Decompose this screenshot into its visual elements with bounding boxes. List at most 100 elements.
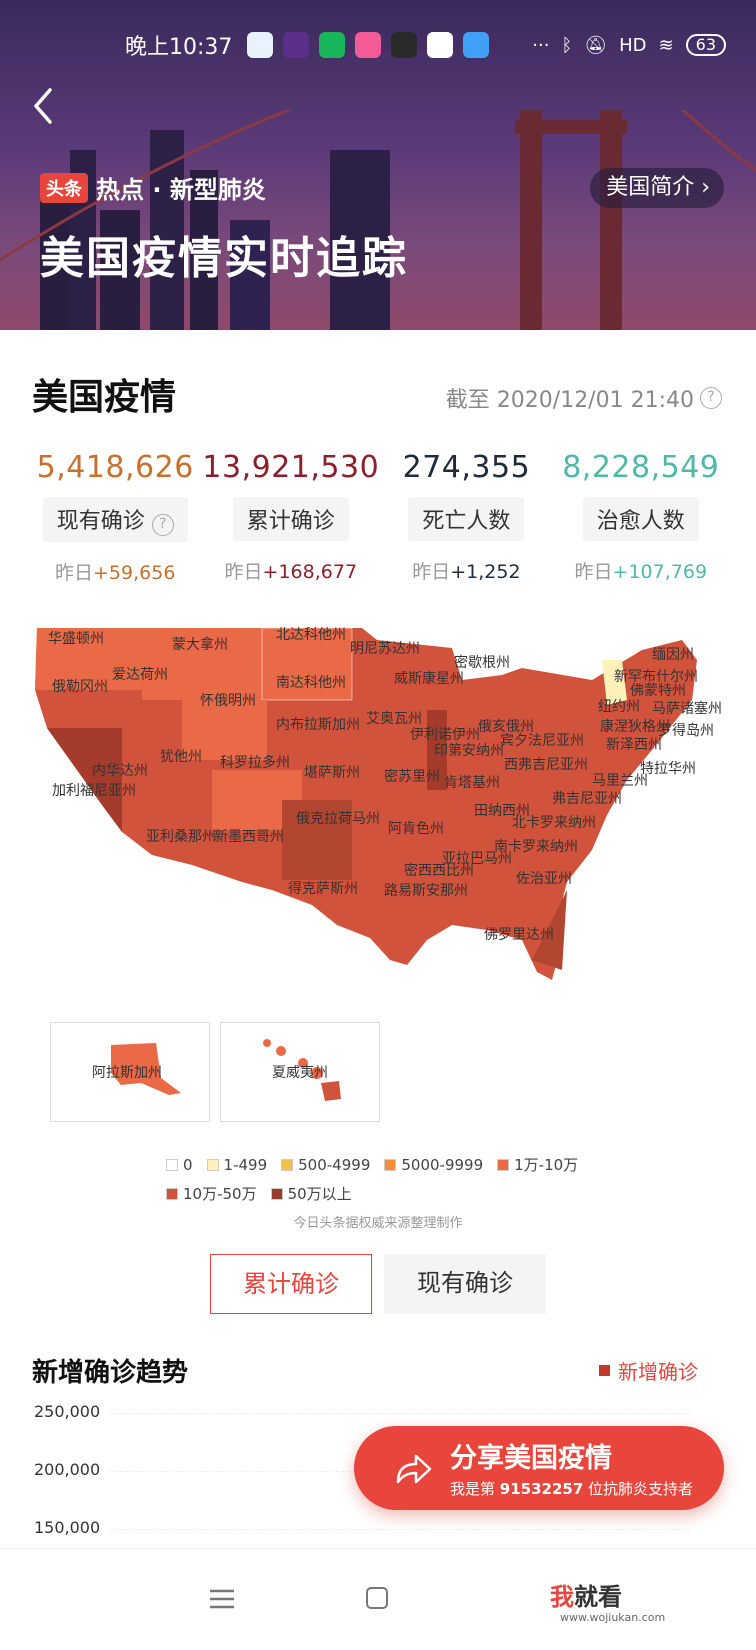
help-icon[interactable]: ? bbox=[700, 387, 722, 409]
state-label: 佛蒙特州 bbox=[630, 683, 686, 699]
hero-title: 美国疫情实时追踪 bbox=[40, 233, 408, 284]
app-icon bbox=[319, 32, 346, 58]
menu-icon[interactable] bbox=[210, 1589, 234, 1609]
system-nav-bar: 我就看 www.wojiukan.com bbox=[0, 1548, 756, 1638]
trend-title: 新增确诊趋势 bbox=[32, 1358, 189, 1388]
stat-deaths: 274,355 死亡人数 昨日+1,252 bbox=[379, 450, 553, 585]
state-label: 新墨西哥州 bbox=[214, 829, 284, 845]
legend-item: 1-499 bbox=[206, 1154, 268, 1175]
country-intro-button[interactable]: 美国简介 › bbox=[590, 168, 724, 208]
state-label: 得克萨斯州 bbox=[288, 881, 358, 897]
state-label: 伊利诺伊州 bbox=[410, 727, 480, 743]
stat-value: 8,228,549 bbox=[562, 450, 720, 485]
alaska-shape bbox=[111, 1043, 181, 1095]
watermark-logo: 我就看 bbox=[550, 1583, 622, 1611]
state-label: 亚利桑那州 bbox=[146, 829, 216, 845]
state-label: 密西西比州 bbox=[404, 863, 474, 879]
state-label: 印第安纳州 bbox=[434, 743, 504, 759]
share-icon bbox=[396, 1454, 432, 1484]
state-label: 西弗吉尼亚州 bbox=[504, 757, 588, 773]
state-label: 艾奥瓦州 bbox=[366, 711, 422, 727]
stat-current-confirmed: 5,418,626 现有确诊 ? 昨日+59,656 bbox=[28, 450, 202, 585]
state-label: 密歇根州 bbox=[454, 655, 510, 671]
legend-label: 500-4999 bbox=[298, 1155, 371, 1174]
app-icon bbox=[283, 32, 310, 58]
state-label: 北卡罗来纳州 bbox=[512, 815, 596, 831]
state-label: 北达科他州 bbox=[276, 627, 346, 643]
home-icon[interactable] bbox=[366, 1587, 388, 1609]
trend-legend-label: 新增确诊 bbox=[618, 1360, 698, 1384]
share-button[interactable]: 分享美国疫情 我是第 91532257 位抗肺炎支持者 bbox=[354, 1426, 724, 1510]
state-label: 俄亥俄州 bbox=[478, 719, 534, 735]
stat-label: 现有确诊 ? bbox=[42, 497, 188, 542]
us-map[interactable] bbox=[32, 620, 732, 1020]
app-icon bbox=[247, 32, 274, 58]
legend-row: 10万-50万 50万以上 bbox=[166, 1183, 626, 1204]
state-label: 加利福尼亚州 bbox=[52, 783, 136, 799]
back-arrow-icon[interactable] bbox=[30, 86, 60, 126]
state-label: 康涅狄格州 bbox=[600, 719, 670, 735]
state-label: 罗得岛州 bbox=[658, 723, 714, 739]
state-label: 田纳西州 bbox=[474, 803, 530, 819]
hawaii-inset[interactable] bbox=[220, 1022, 380, 1122]
state-label: 阿肯色州 bbox=[388, 821, 444, 837]
tab-current-confirmed[interactable]: 现有确诊 bbox=[384, 1254, 546, 1314]
state-label: 爱达荷州 bbox=[112, 667, 168, 683]
us-map-shape bbox=[35, 627, 697, 980]
stat-yesterday: 昨日+59,656 bbox=[54, 562, 176, 584]
legend-swatch bbox=[384, 1158, 397, 1171]
state-label: 明尼苏达州 bbox=[350, 641, 420, 657]
hawaii-shape bbox=[263, 1039, 341, 1101]
legend-swatch bbox=[166, 1187, 178, 1200]
app-icon bbox=[355, 32, 382, 58]
state-label: 特拉华州 bbox=[640, 761, 696, 777]
state-label: 怀俄明州 bbox=[200, 693, 256, 709]
app-icon bbox=[463, 32, 490, 58]
gridline bbox=[110, 1529, 690, 1530]
legend-item: 5000-9999 bbox=[384, 1154, 483, 1175]
legend-label: 1万-10万 bbox=[514, 1156, 579, 1174]
stat-yesterday: 昨日+168,677 bbox=[224, 561, 358, 583]
legend-label: 5000-9999 bbox=[401, 1155, 484, 1174]
more-icon: ··· bbox=[532, 34, 550, 56]
map-legend: 0 1-499 500-4999 5000-9999 1万-10万 10万-50万 50万… bbox=[166, 1154, 626, 1212]
stat-value: 5,418,626 bbox=[36, 450, 194, 485]
toutiao-logo: 头条 bbox=[40, 172, 88, 203]
battery-indicator: 63 bbox=[685, 34, 726, 56]
city-skyline-image bbox=[0, 110, 756, 330]
topic-tag: 头条 热点 · 新型肺炎 bbox=[40, 170, 266, 205]
state-label: 马里兰州 bbox=[592, 773, 648, 789]
state-label: 马萨诸塞州 bbox=[652, 701, 722, 717]
help-icon[interactable]: ? bbox=[151, 514, 174, 536]
section-title: 美国疫情 bbox=[32, 377, 177, 418]
state-label: 佐治亚州 bbox=[516, 871, 572, 887]
legend-swatch bbox=[497, 1158, 510, 1171]
state-label: 科罗拉多州 bbox=[220, 755, 290, 771]
legend-label: 10万-50万 bbox=[183, 1185, 257, 1203]
y-tick-label: 150,000 bbox=[34, 1518, 101, 1537]
state-label: 威斯康星州 bbox=[394, 671, 464, 687]
app-icon bbox=[391, 32, 418, 58]
legend-item: 50万以上 bbox=[270, 1183, 352, 1204]
alaska-inset[interactable] bbox=[50, 1022, 210, 1122]
network-label: HD bbox=[619, 34, 647, 56]
state-label: 新泽西州 bbox=[606, 737, 662, 753]
bluetooth-icon: ᛒ bbox=[561, 34, 573, 56]
state-label: 纽约州 bbox=[598, 699, 640, 715]
legend-swatch bbox=[599, 1365, 610, 1376]
state-label: 俄勒冈州 bbox=[52, 679, 108, 695]
as-of-timestamp: 截至 2020/12/01 21:40 ? bbox=[446, 382, 722, 414]
share-title: 分享美国疫情 bbox=[450, 1443, 612, 1474]
watermark-url: www.wojiukan.com bbox=[560, 1611, 666, 1624]
state-label: 华盛顿州 bbox=[48, 631, 104, 647]
inset-label: 阿拉斯加州 bbox=[92, 1065, 162, 1081]
legend-item: 1万-10万 bbox=[497, 1154, 578, 1175]
status-bar: 晚上10:37 ··· ᛒ 🔕︎ HD ≋ 63 bbox=[125, 28, 726, 62]
legend-item: 10万-50万 bbox=[166, 1183, 257, 1204]
legend-item: 0 bbox=[166, 1154, 193, 1175]
topic-tag-text: 热点 · 新型肺炎 bbox=[96, 176, 266, 204]
inset-label: 夏威夷州 bbox=[272, 1065, 328, 1081]
legend-label: 1-499 bbox=[223, 1155, 268, 1174]
tab-cumulative-confirmed[interactable]: 累计确诊 bbox=[210, 1254, 372, 1314]
as-of-text: 截至 2020/12/01 21:40 bbox=[445, 388, 694, 413]
